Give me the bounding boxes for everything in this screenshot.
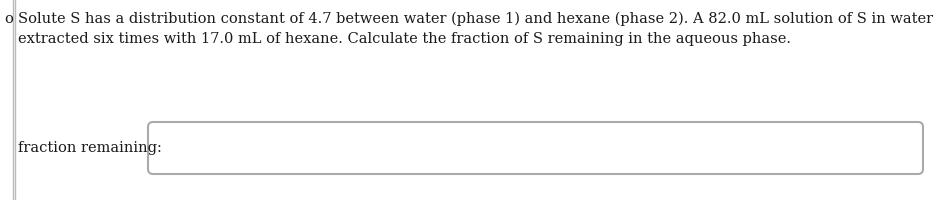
Text: o: o (4, 12, 13, 26)
Text: Solute S has a distribution constant of 4.7 between water (phase 1) and hexane (: Solute S has a distribution constant of … (18, 12, 936, 26)
Text: fraction remaining:: fraction remaining: (18, 141, 162, 155)
FancyBboxPatch shape (148, 122, 923, 174)
Text: extracted six times with 17.0 mL of hexane. Calculate the fraction of S remainin: extracted six times with 17.0 mL of hexa… (18, 32, 791, 46)
